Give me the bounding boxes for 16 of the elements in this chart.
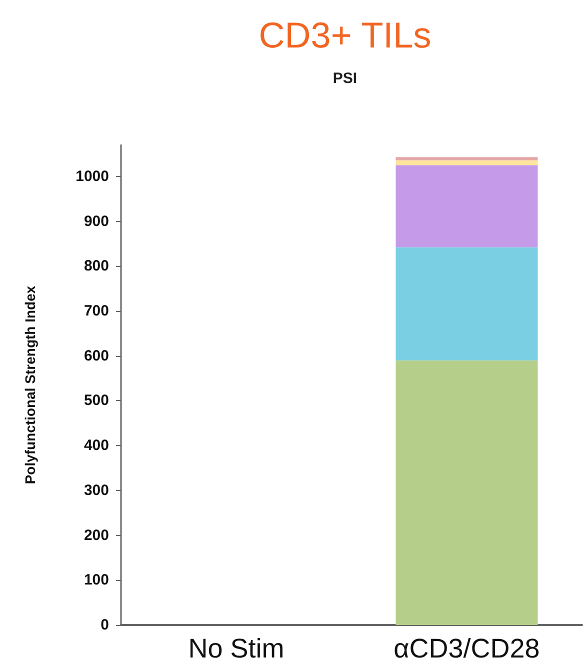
- y-tick-label: 700: [84, 302, 109, 320]
- y-tick-label: 800: [84, 258, 109, 275]
- y-tick-label: 500: [84, 392, 109, 410]
- x-tick-label: αCD3/CD28: [394, 634, 540, 664]
- y-tick-label: 100: [84, 572, 109, 589]
- chart-subtitle: PSI: [332, 70, 358, 87]
- y-axis-title: Polyfunctional Strength Index: [22, 286, 38, 484]
- y-tick-label: 300: [84, 482, 109, 499]
- y-tick-label: 600: [84, 347, 109, 364]
- y-tick-label: 900: [84, 212, 109, 230]
- y-tick-label: 0: [100, 616, 109, 634]
- x-tick-label: No Stim: [188, 634, 284, 664]
- chart-title: CD3+ TILs: [258, 14, 432, 56]
- y-tick-label: 400: [84, 437, 109, 454]
- y-tick-label: 1000: [76, 168, 109, 185]
- y-tick-label: 200: [84, 526, 109, 544]
